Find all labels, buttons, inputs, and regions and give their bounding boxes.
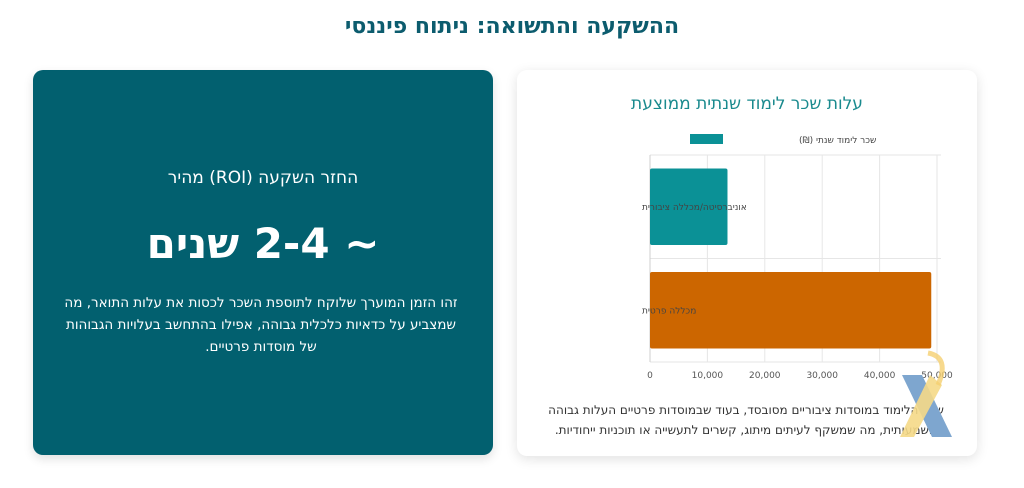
chart-note: שכר הלימוד במוסדות ציבוריים מסובסד, בעוד…	[548, 403, 944, 437]
legend-label: שכר לימוד שנתי (₪)	[799, 136, 876, 146]
x-tick-label: 0	[647, 371, 653, 381]
brand-logo-icon	[900, 350, 952, 437]
x-tick-label: 30,000	[806, 371, 838, 381]
category-label: מכללה פרטית	[642, 306, 696, 316]
legend-swatch	[690, 134, 723, 144]
page-title: ההשקעה והתשואה: ניתוח פיננסי	[344, 14, 680, 39]
x-tick-label: 10,000	[692, 371, 724, 381]
chart-card: עלות שכר לימוד שנתית ממוצעת שכר לימוד שנת…	[517, 70, 977, 456]
roi-heading: החזר השקעה (ROI) מהיר	[167, 168, 359, 188]
x-tick-label: 40,000	[864, 371, 896, 381]
tuition-chart: עלות שכר לימוד שנתית ממוצעת שכר לימוד שנת…	[631, 94, 953, 381]
bar	[650, 271, 932, 349]
chart-title: עלות שכר לימוד שנתית ממוצעת	[631, 94, 863, 114]
roi-description: זהו הזמן המוערך שלוקח לתוספת השכר לכסות …	[64, 295, 458, 355]
bar	[650, 168, 728, 246]
x-tick-label: 20,000	[749, 371, 781, 381]
roi-value: ~ 2-4 שנים	[146, 219, 380, 268]
category-label: אוניברסיטה/מכללה ציבורית	[642, 203, 747, 213]
x-tick-label: 50,000	[921, 371, 953, 381]
roi-card: החזר השקעה (ROI) מהיר ~ 2-4 שנים זהו הזמ…	[33, 70, 493, 455]
